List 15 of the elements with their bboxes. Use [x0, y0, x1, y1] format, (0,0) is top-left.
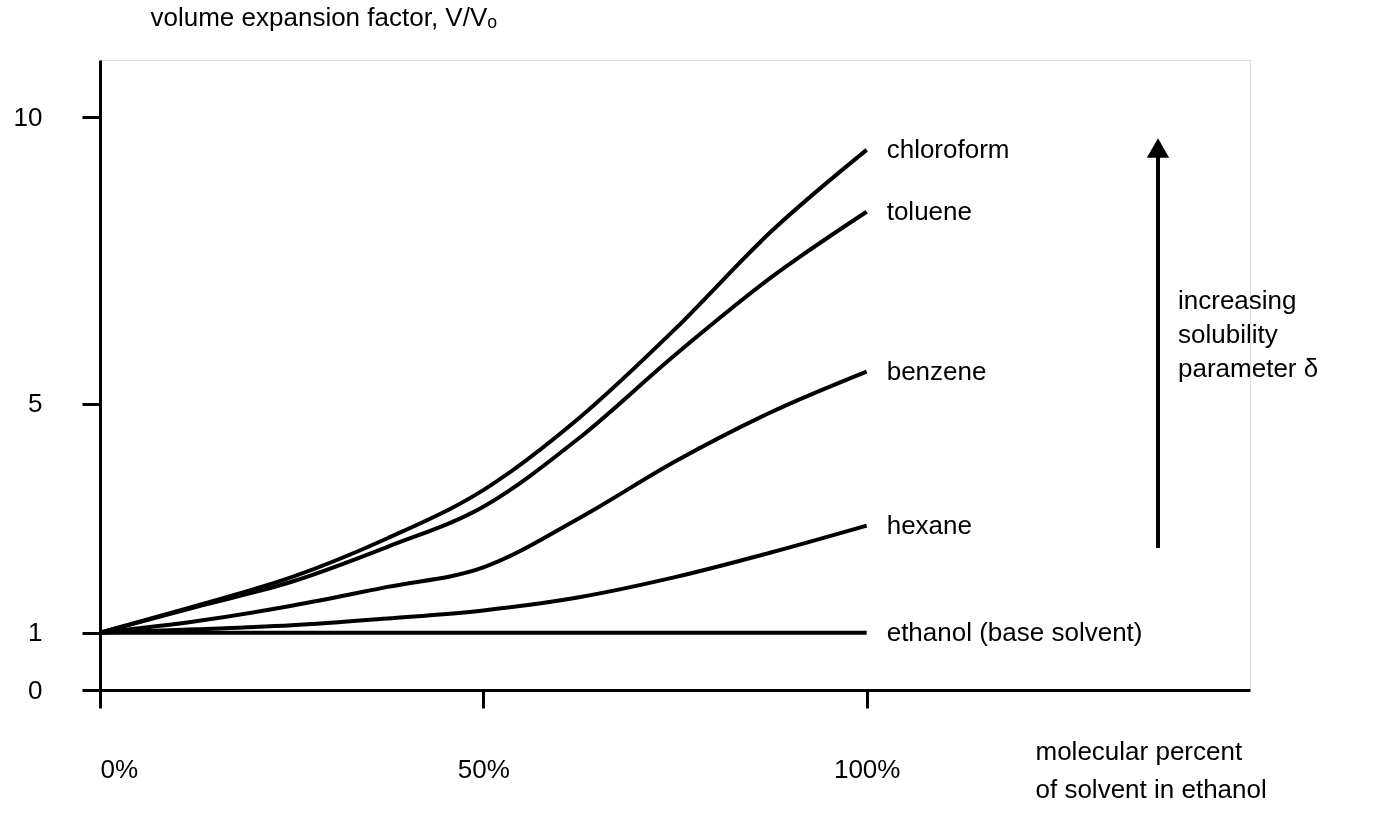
series-label: benzene [886, 355, 987, 386]
x-tick-label: 0% [100, 753, 139, 784]
series-label: chloroform [886, 133, 1010, 164]
series-label: toluene [886, 195, 972, 226]
x-tick-label: 100% [833, 753, 901, 784]
y-tick-label: 5 [28, 388, 43, 419]
series-label: ethanol (base solvent) [886, 616, 1143, 647]
annotation: increasing solubility parameter δ [1178, 285, 1319, 383]
x-tick-label: 50% [457, 753, 510, 784]
y-axis-title: volume expansion factor, V/Vₒ [150, 1, 498, 32]
series-label: hexane [886, 509, 972, 540]
y-tick-label: 1 [28, 617, 43, 648]
x-axis-title: molecular percent of solvent in ethanol [1035, 735, 1267, 804]
y-tick-label: 0 [28, 674, 43, 705]
y-tick-label: 10 [13, 101, 43, 132]
